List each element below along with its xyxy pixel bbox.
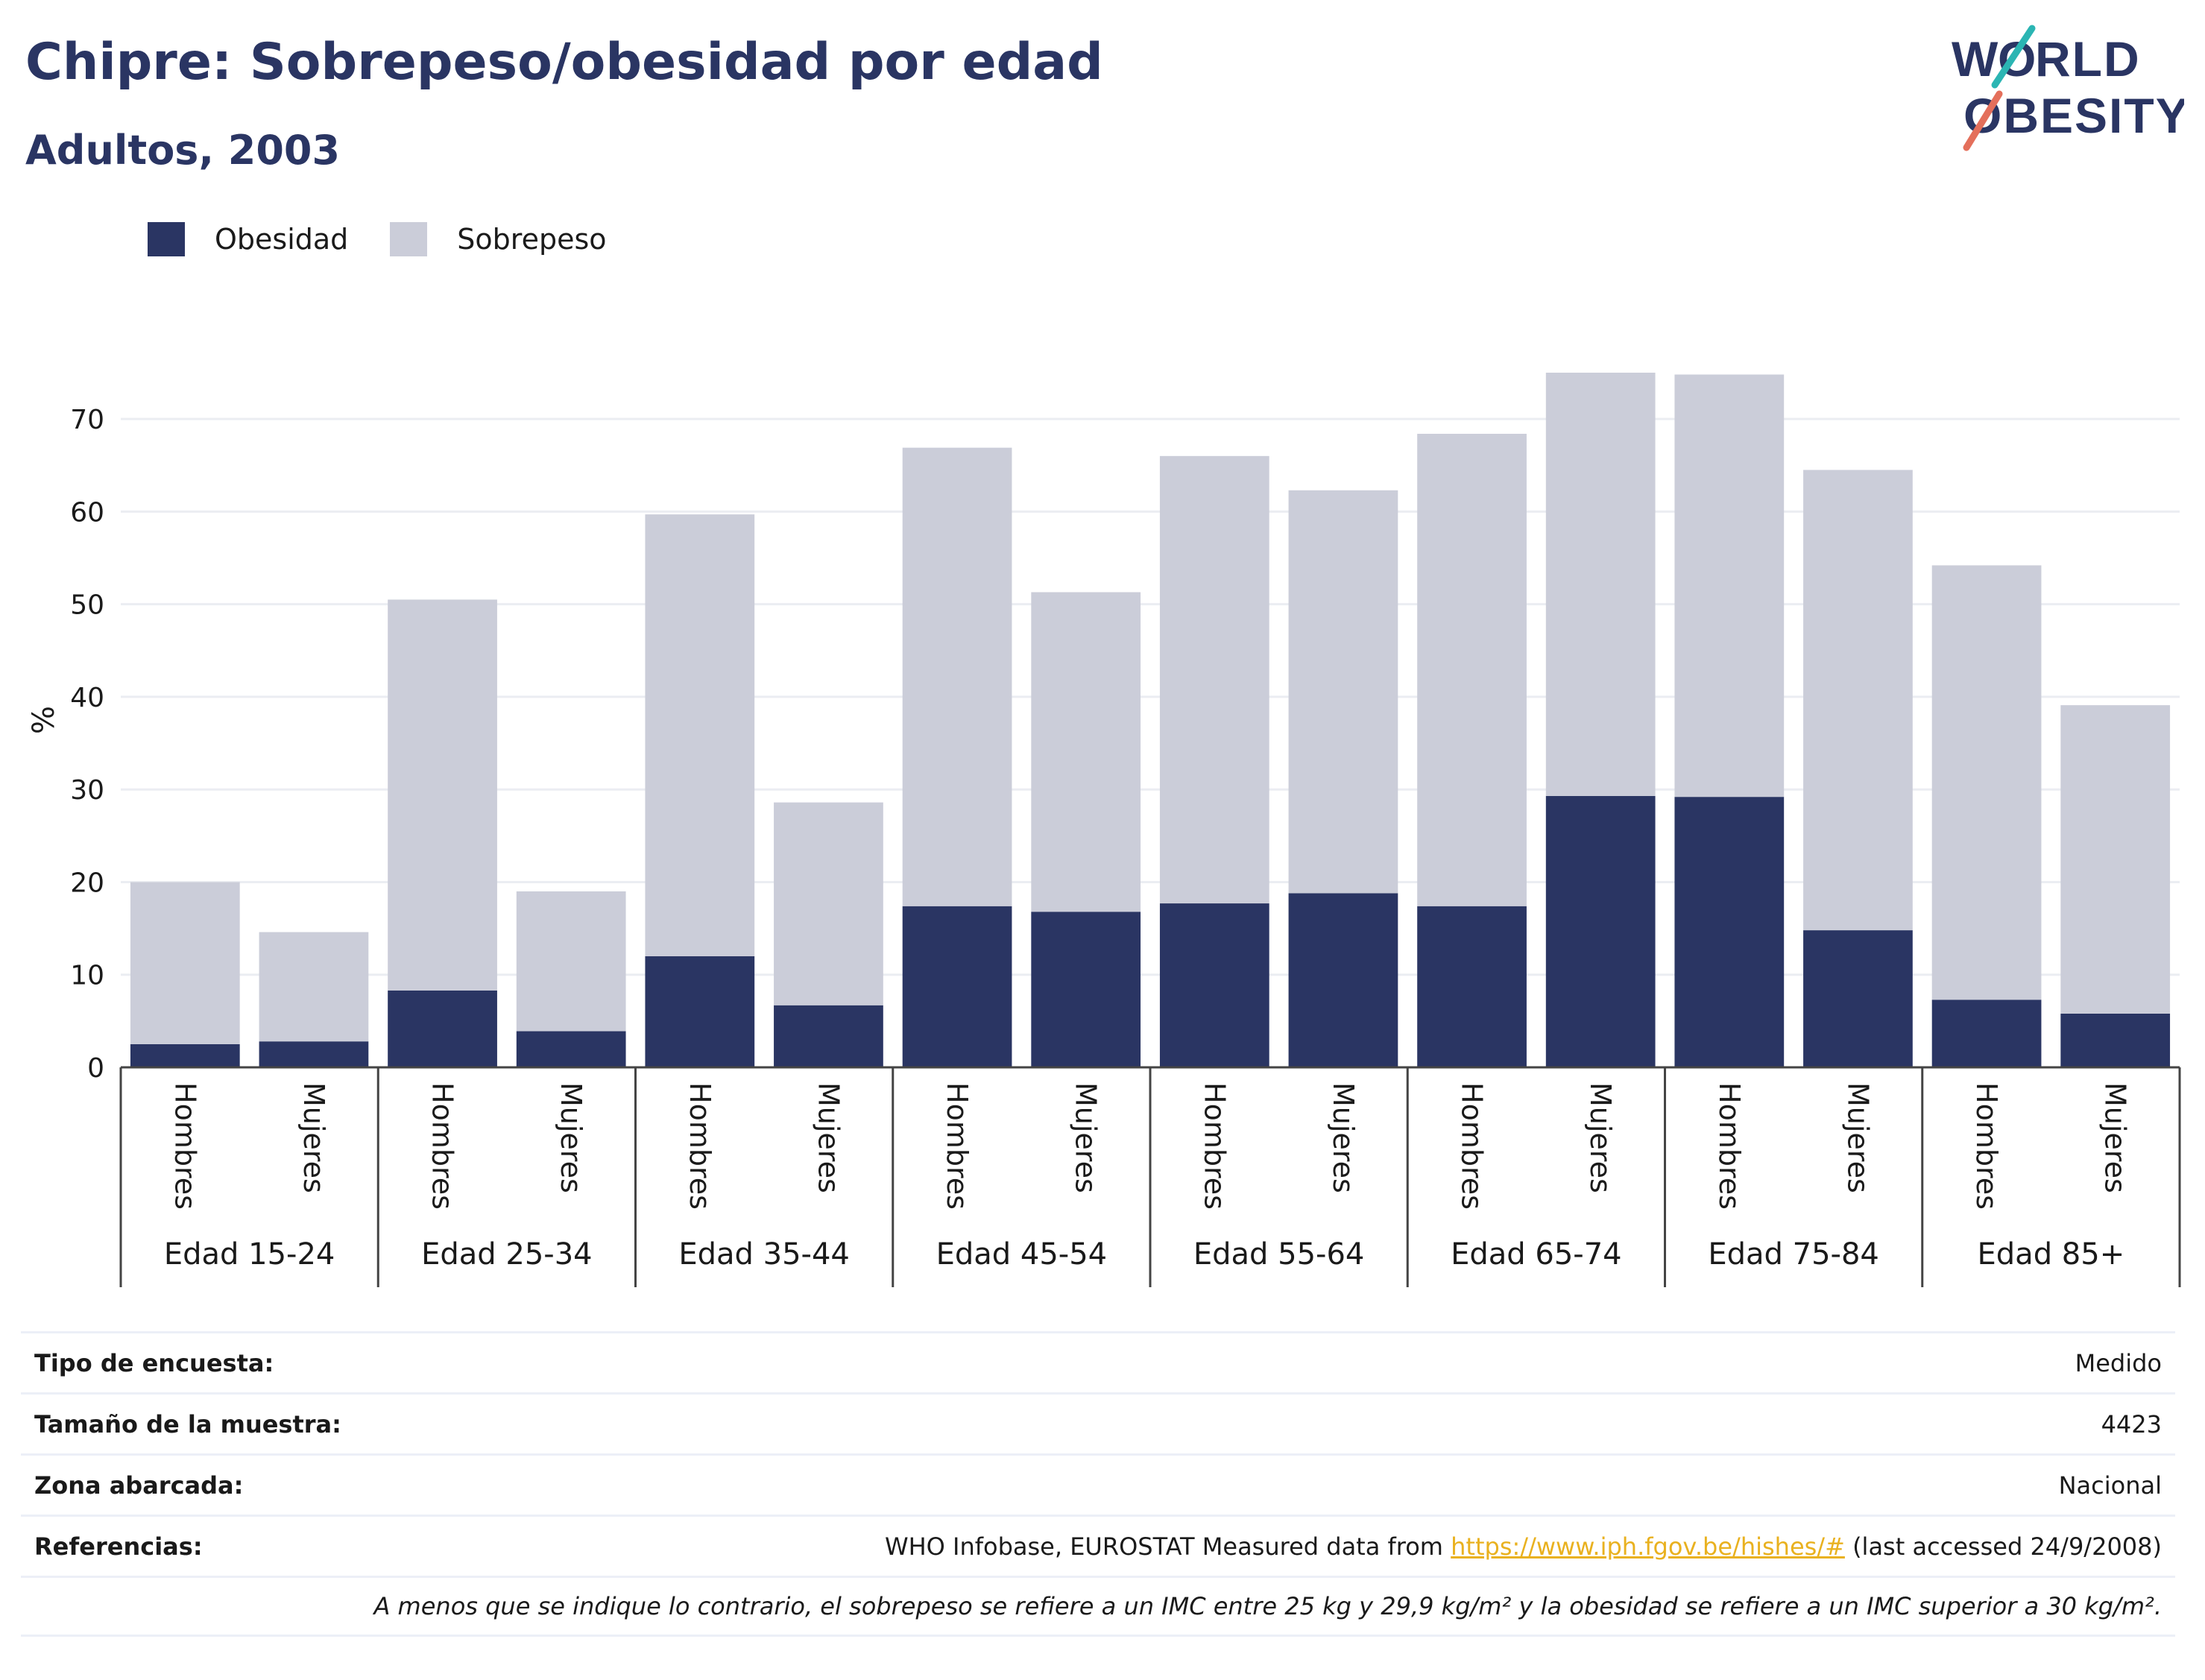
x-group-label: Edad 65-74 — [1451, 1237, 1622, 1272]
info-label: Zona abarcada: — [34, 1471, 244, 1500]
bar-sobrepeso — [774, 802, 883, 1005]
x-group-label: Edad 25-34 — [421, 1237, 593, 1272]
y-tick-label: 40 — [70, 683, 104, 713]
x-tick-label: Mujeres — [555, 1082, 587, 1193]
survey-info-table: Tipo de encuesta: Medido Tamaño de la mu… — [21, 1331, 2175, 1637]
info-value: 4423 — [2101, 1409, 2162, 1439]
x-tick-label: Hombres — [1970, 1082, 2003, 1210]
x-tick-label: Mujeres — [2099, 1082, 2132, 1193]
info-value: Nacional — [2058, 1471, 2162, 1500]
x-tick-label: Hombres — [1198, 1082, 1231, 1210]
y-axis-label: % — [27, 706, 61, 734]
info-value: Medido — [2075, 1348, 2162, 1377]
info-label: Tipo de encuesta: — [34, 1348, 274, 1377]
svg-text:O: O — [1998, 31, 2036, 86]
x-tick-label: Mujeres — [1327, 1082, 1360, 1193]
x-group-label: Edad 15-24 — [164, 1237, 335, 1272]
info-row-area: Zona abarcada: Nacional — [21, 1453, 2175, 1515]
chart-legend: Obesidad Sobrepeso — [148, 222, 649, 256]
bar-obesidad — [1674, 797, 1785, 1067]
bar-sobrepeso — [902, 447, 1012, 906]
bar-obesidad — [902, 906, 1012, 1067]
bar-sobrepeso — [1417, 434, 1527, 906]
x-tick-label: Hombres — [1713, 1082, 1746, 1210]
x-tick-label: Hombres — [1456, 1082, 1489, 1210]
bar-sobrepeso — [645, 514, 755, 956]
y-tick-label: 10 — [70, 961, 104, 991]
bar-sobrepeso — [1803, 470, 1913, 931]
bar-obesidad — [1031, 912, 1141, 1067]
info-row-note: A menos que se indique lo contrario, el … — [21, 1576, 2175, 1637]
x-group-label: Edad 55-64 — [1193, 1237, 1365, 1272]
info-row-references: Referencias: WHO Infobase, EUROSTAT Meas… — [21, 1515, 2175, 1576]
bar-obesidad — [645, 956, 755, 1067]
x-tick-label: Mujeres — [812, 1082, 845, 1193]
legend-label-obesidad: Obesidad — [215, 223, 349, 256]
bar-obesidad — [388, 990, 497, 1067]
legend-swatch-sobrepeso — [390, 222, 428, 256]
legend-label-sobrepeso: Sobrepeso — [457, 223, 607, 256]
bar-obesidad — [130, 1043, 240, 1067]
bar-sobrepeso — [1159, 455, 1269, 904]
chart-title: Chipre: Sobrepeso/obesidad por edad — [25, 33, 1103, 92]
bar-sobrepeso — [2060, 705, 2171, 1014]
bar-obesidad — [1288, 893, 1398, 1067]
x-tick-label: Hombres — [684, 1082, 716, 1210]
bar-obesidad — [1803, 930, 1913, 1067]
x-tick-label: Mujeres — [1841, 1082, 1874, 1193]
y-tick-label: 0 — [87, 1053, 104, 1084]
bar-obesidad — [259, 1041, 369, 1067]
x-group-label: Edad 35-44 — [678, 1237, 850, 1272]
x-tick-label: Mujeres — [1584, 1082, 1617, 1193]
y-tick-label: 50 — [70, 590, 104, 621]
x-group-label: Edad 75-84 — [1708, 1237, 1879, 1272]
legend-swatch-obesidad — [148, 222, 185, 256]
info-label: Tamaño de la muestra: — [34, 1409, 341, 1439]
info-row-sample-size: Tamaño de la muestra: 4423 — [21, 1392, 2175, 1453]
y-tick-label: 20 — [70, 868, 104, 898]
bar-sobrepeso — [1545, 373, 1656, 796]
x-tick-label: Mujeres — [297, 1082, 330, 1193]
bar-sobrepeso — [1931, 565, 2042, 1000]
legend-item-sobrepeso[interactable]: Sobrepeso — [390, 222, 607, 256]
world-obesity-logo: W O RLD OBESITY — [1952, 25, 2184, 151]
bar-obesidad — [1159, 903, 1269, 1067]
x-tick-label: Mujeres — [1070, 1082, 1102, 1193]
svg-text:RLD: RLD — [2035, 31, 2141, 86]
reference-suffix: (last accessed 24/9/2008) — [1844, 1532, 2162, 1561]
reference-prefix: WHO Infobase, EUROSTAT Measured data fro… — [884, 1532, 1451, 1561]
bar-sobrepeso — [388, 599, 497, 991]
bar-obesidad — [516, 1031, 626, 1067]
y-tick-label: 60 — [70, 497, 104, 528]
info-value-references: WHO Infobase, EUROSTAT Measured data fro… — [885, 1532, 2162, 1561]
bar-sobrepeso — [259, 932, 369, 1042]
y-tick-label: 30 — [70, 775, 104, 806]
bar-obesidad — [1545, 795, 1656, 1067]
svg-text:W: W — [1952, 31, 1999, 86]
bar-obesidad — [774, 1005, 883, 1067]
bar-chart: 0 10 20 30 40 50 60 70% Hombres Mujeres Hombres Muj… — [27, 373, 2181, 1287]
info-row-survey-type: Tipo de encuesta: Medido — [21, 1331, 2175, 1392]
chart-subtitle: Adultos, 2003 — [25, 127, 341, 174]
x-group-label: Edad 85+ — [1978, 1237, 2125, 1272]
bar-sobrepeso — [1288, 490, 1398, 894]
x-tick-label: Hombres — [168, 1082, 201, 1210]
definition-note: A menos que se indique lo contrario, el … — [373, 1592, 2162, 1620]
x-group-label: Edad 45-54 — [936, 1237, 1108, 1272]
bar-obesidad — [2060, 1013, 2171, 1067]
x-tick-label: Hombres — [941, 1082, 974, 1210]
bar-sobrepeso — [516, 891, 626, 1032]
bar-obesidad — [1931, 1000, 2042, 1067]
bar-obesidad — [1417, 906, 1527, 1067]
info-label: Referencias: — [34, 1532, 203, 1561]
bar-sobrepeso — [1031, 592, 1141, 912]
reference-link[interactable]: https://www.iph.fgov.be/hishes/# — [1451, 1532, 1845, 1561]
bar-sobrepeso — [130, 882, 240, 1044]
bar-sobrepeso — [1674, 374, 1785, 798]
legend-item-obesidad[interactable]: Obesidad — [148, 222, 348, 256]
y-tick-label: 70 — [70, 405, 104, 435]
x-tick-label: Hombres — [426, 1082, 459, 1210]
